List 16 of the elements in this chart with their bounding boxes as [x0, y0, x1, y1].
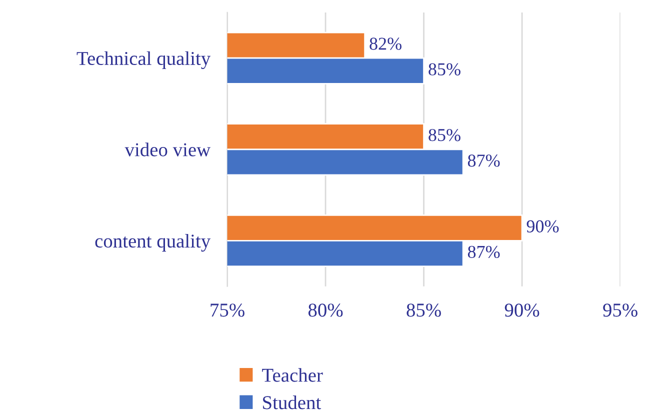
y-tick-label: content quality [95, 234, 211, 252]
data-label: 85% [428, 63, 460, 76]
data-label: 87% [468, 246, 500, 258]
y-tick-label: video view [124, 142, 211, 156]
y-tick-label: Technical quality [76, 51, 211, 70]
data-label: 87% [468, 154, 500, 167]
data-label: 85% [428, 128, 460, 142]
data-label: 90% [526, 220, 559, 232]
x-tick-label: 95% [603, 304, 638, 317]
legend-label: Student [263, 396, 322, 410]
data-label: 82% [370, 38, 402, 50]
x-tick-label: 85% [406, 304, 441, 317]
x-tick-label: 75% [210, 304, 244, 317]
x-tick-label: 90% [504, 304, 540, 317]
x-tick-label: 80% [308, 304, 343, 317]
legend-label: Teacher [262, 368, 323, 382]
